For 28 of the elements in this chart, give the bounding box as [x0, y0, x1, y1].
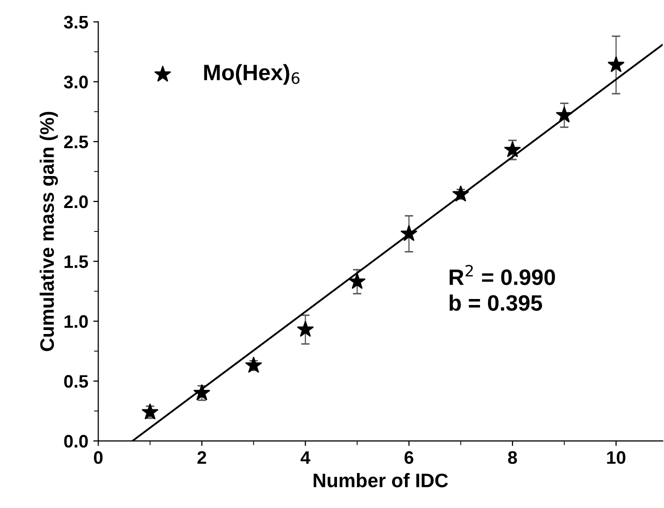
point	[245, 356, 262, 373]
x-tick-label: 6	[404, 451, 414, 464]
x-tick-label: 10	[607, 451, 626, 464]
x-tick-label: 0	[94, 451, 103, 464]
x-tick-label: 8	[508, 451, 517, 464]
annotation: R$^{2}$ = 0.990 b = 0.395	[450, 264, 555, 311]
point	[400, 225, 418, 241]
y-axis-title: Cumulative mass gain (%)	[40, 112, 58, 352]
point	[504, 141, 521, 158]
y-tick-label: 2.0	[64, 195, 88, 208]
point	[142, 404, 158, 420]
point	[297, 320, 314, 337]
point	[452, 186, 469, 202]
point	[556, 106, 573, 122]
y-tick-label: 1.0	[64, 315, 88, 328]
point	[348, 273, 366, 289]
y-tick-label: 1.5	[64, 255, 88, 268]
legend-label: Mo(Hex)$_{6}$	[204, 64, 300, 85]
y-tick-label: 3.0	[64, 76, 88, 88]
x-tick-label: 2	[197, 451, 206, 464]
y-tick-label: 0.5	[64, 375, 88, 388]
y-tick-label: 2.5	[64, 136, 88, 148]
x-tick-label: 4	[300, 451, 310, 464]
y-tick-label: 3.5	[64, 16, 88, 29]
x-axis-title: Number of IDC	[314, 473, 448, 488]
point	[608, 56, 624, 72]
point	[194, 384, 210, 400]
y-tick-label: 0.0	[64, 434, 88, 448]
